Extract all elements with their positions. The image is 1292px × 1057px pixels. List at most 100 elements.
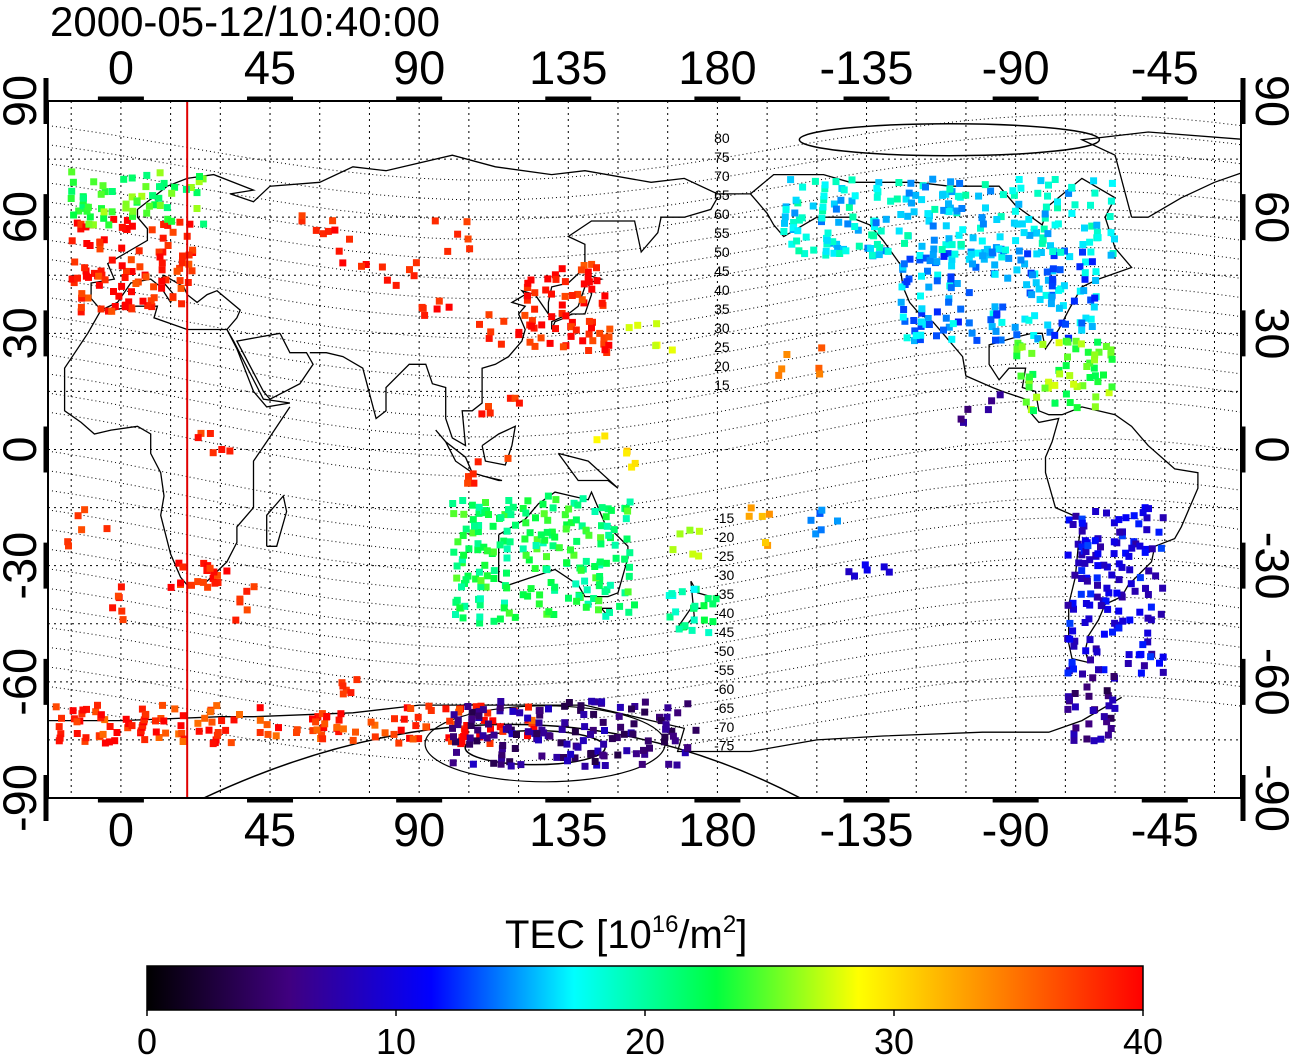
tec-point (1064, 338, 1072, 346)
tec-point (817, 526, 825, 534)
tec-point (335, 247, 343, 255)
tec-point (953, 207, 961, 215)
tec-point (1131, 587, 1139, 595)
tec-point (1055, 304, 1063, 312)
tec-point (546, 732, 554, 740)
tec-point (661, 738, 668, 746)
tec-point (818, 214, 826, 222)
tec-point (467, 722, 475, 729)
tec-point (905, 189, 913, 197)
tec-point (1157, 544, 1165, 552)
tec-point (1145, 505, 1152, 513)
tec-point (1097, 735, 1105, 743)
tec-point (129, 207, 137, 215)
tec-point (1103, 584, 1111, 592)
tec-point (1092, 277, 1100, 284)
tec-point (140, 716, 148, 724)
tec-point (452, 738, 459, 746)
tec-point (957, 305, 965, 313)
tec-point (168, 217, 176, 225)
tec-point (533, 536, 541, 544)
tec-point (118, 244, 126, 252)
tec-point (1034, 335, 1042, 343)
tec-point (83, 207, 91, 215)
tec-point (121, 303, 129, 311)
tec-point (77, 303, 85, 311)
tec-point (624, 588, 632, 596)
tec-point (485, 511, 492, 518)
tec-point (1071, 690, 1079, 697)
tec-point (352, 728, 359, 736)
tec-point (419, 304, 427, 312)
mlat-label: -40 (714, 605, 734, 621)
tec-point (1018, 343, 1026, 351)
tec-point (1070, 642, 1078, 650)
tec-point (646, 744, 653, 752)
tec-point (816, 370, 824, 378)
tec-point (1103, 718, 1111, 726)
tec-point (65, 542, 72, 550)
tec-point (789, 224, 797, 232)
tec-point (1139, 509, 1147, 517)
tec-point (673, 761, 681, 769)
tec-point (567, 332, 575, 340)
tec-point (1159, 514, 1167, 522)
tec-point (1048, 282, 1056, 290)
tec-point (1108, 383, 1116, 391)
tec-point (108, 307, 116, 315)
tec-point (549, 504, 557, 512)
tec-point (505, 497, 513, 504)
tec-point (948, 255, 956, 263)
tec-point (1082, 548, 1090, 555)
tec-point (461, 602, 469, 610)
tec-point (918, 305, 926, 313)
tec-point (1021, 260, 1029, 268)
tec-point (474, 540, 482, 548)
tec-point (524, 732, 531, 740)
tec-point (132, 280, 140, 287)
tec-point (469, 516, 477, 524)
tec-point (468, 708, 476, 716)
tec-point (917, 331, 925, 339)
tec-point (503, 527, 511, 535)
tec-point (179, 738, 187, 745)
tec-point (532, 514, 539, 522)
tec-point (666, 613, 674, 621)
tec-point (1130, 512, 1138, 520)
left-lat-label: 0 (0, 436, 46, 462)
mlat-label: -75 (714, 738, 734, 754)
tec-point (1047, 242, 1054, 250)
tec-point (999, 191, 1007, 199)
tec-point (584, 268, 592, 276)
tec-point (1100, 371, 1107, 379)
tec-point (897, 211, 905, 218)
tec-point (668, 590, 676, 598)
tec-point (115, 292, 123, 300)
tec-point (560, 754, 567, 761)
tec-point (1077, 340, 1085, 348)
tec-point (158, 277, 166, 285)
tec-point (668, 346, 676, 354)
tec-point (845, 203, 853, 211)
tec-point (965, 255, 973, 263)
tec-point (105, 221, 113, 229)
tec-point (272, 732, 280, 740)
tec-point (1030, 225, 1038, 233)
tec-point (910, 208, 918, 216)
tec-point (1093, 228, 1101, 236)
tec-point (580, 262, 588, 269)
tec-point (101, 739, 109, 747)
tec-point (678, 588, 686, 596)
mlat-contour (48, 322, 1241, 398)
tec-point (475, 708, 483, 716)
tec-point (833, 240, 841, 248)
tec-point (904, 232, 912, 240)
tec-point (608, 735, 616, 743)
tec-point (1141, 548, 1149, 556)
tec-point (1147, 653, 1155, 661)
tec-point (938, 246, 946, 253)
tec-point (842, 247, 850, 255)
tec-point (1065, 695, 1073, 703)
mlat-label: 20 (714, 358, 730, 374)
tec-point (1033, 229, 1040, 237)
